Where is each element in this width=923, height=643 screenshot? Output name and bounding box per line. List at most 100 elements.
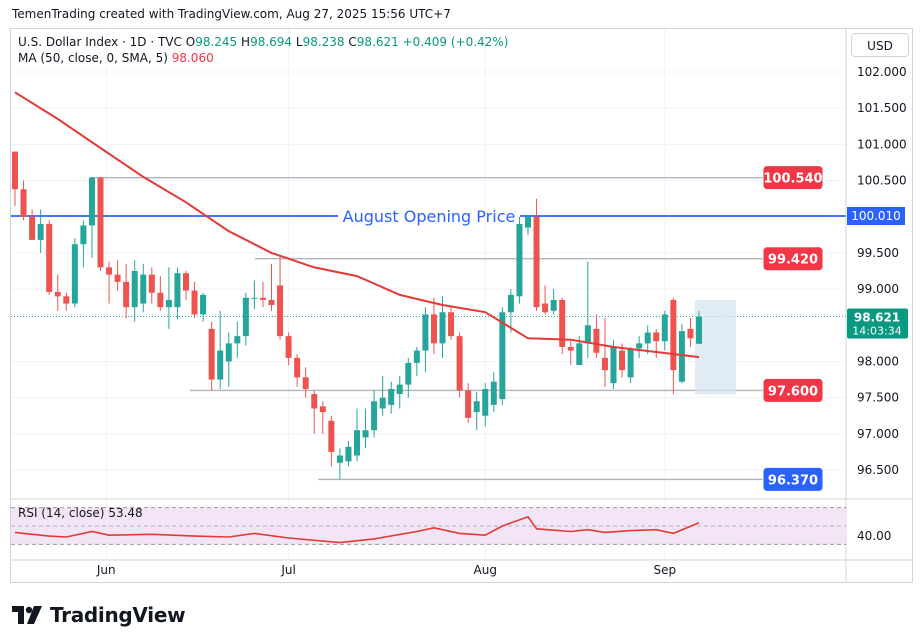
candle bbox=[559, 297, 566, 355]
candle bbox=[311, 390, 318, 434]
candle-body bbox=[584, 325, 591, 344]
candle-body bbox=[242, 297, 249, 337]
candle bbox=[225, 332, 232, 387]
low-label: L bbox=[295, 35, 303, 49]
candle-body bbox=[678, 331, 685, 382]
time-tick-label: Jul bbox=[280, 563, 295, 577]
candle-body bbox=[653, 332, 660, 342]
candle-body bbox=[661, 314, 668, 342]
price-tick-label: 96.500 bbox=[857, 463, 899, 477]
candle bbox=[636, 336, 643, 358]
candle-body bbox=[294, 357, 301, 378]
level-box-label: 97.600 bbox=[768, 384, 818, 399]
candle-body bbox=[277, 285, 284, 337]
price-tick-label: 97.000 bbox=[857, 427, 899, 441]
price-tick-label: 101.000 bbox=[857, 137, 907, 151]
close-label: C bbox=[348, 35, 357, 49]
candle-body bbox=[29, 216, 36, 240]
candle-body bbox=[619, 350, 626, 371]
level-box-bg bbox=[762, 466, 824, 492]
candle-body bbox=[114, 274, 121, 282]
countdown-label: 14:03:34 bbox=[852, 325, 901, 338]
open-label: O bbox=[185, 35, 196, 49]
candle-body bbox=[593, 328, 600, 353]
consolidation-box bbox=[695, 299, 736, 395]
candle-body bbox=[285, 336, 292, 358]
candle bbox=[123, 263, 130, 319]
candle bbox=[251, 280, 258, 310]
candle-body bbox=[174, 273, 181, 308]
close-value: 98.621 bbox=[356, 35, 399, 49]
candle bbox=[379, 375, 386, 416]
candle-body bbox=[217, 350, 224, 380]
candle-body bbox=[148, 274, 155, 293]
candle-body bbox=[482, 388, 489, 416]
last-price-tag-bg bbox=[847, 308, 908, 339]
currency-button[interactable]: USD bbox=[851, 33, 909, 57]
candle-body bbox=[191, 290, 198, 315]
tradingview-logo-icon bbox=[12, 606, 42, 624]
candle bbox=[80, 220, 87, 268]
candle-body bbox=[371, 401, 378, 431]
candle-body bbox=[20, 189, 27, 217]
level-box-label: 100.540 bbox=[763, 172, 822, 187]
candle bbox=[525, 214, 531, 235]
candle bbox=[593, 314, 600, 358]
candle bbox=[20, 180, 27, 221]
candle-body bbox=[131, 271, 138, 308]
time-tick-label: Aug bbox=[474, 563, 497, 577]
candle bbox=[131, 260, 138, 322]
candle bbox=[97, 176, 104, 271]
rsi-axis-label: 40.00 bbox=[857, 529, 891, 543]
last-price-tag-label: 98.621 bbox=[854, 311, 900, 325]
candle-body bbox=[516, 223, 523, 297]
candle bbox=[533, 198, 540, 311]
candle-body bbox=[670, 299, 677, 371]
candle bbox=[183, 271, 189, 300]
candle-body bbox=[71, 244, 78, 304]
candle bbox=[473, 391, 480, 431]
candle bbox=[114, 260, 121, 291]
ma-label: MA (50, close, 0, SMA, 5) bbox=[18, 51, 168, 65]
candle bbox=[507, 289, 514, 333]
candle-body bbox=[140, 274, 147, 304]
candle-body bbox=[251, 297, 258, 299]
candle bbox=[37, 209, 44, 253]
candle bbox=[670, 297, 677, 395]
candle-body bbox=[183, 273, 189, 291]
high-label: H bbox=[241, 35, 251, 49]
candle bbox=[259, 281, 266, 308]
rsi-label: RSI (14, close) bbox=[18, 506, 105, 520]
candle-body bbox=[687, 328, 694, 339]
candle bbox=[140, 263, 147, 313]
candle bbox=[302, 367, 309, 398]
candle bbox=[319, 401, 326, 434]
symbol-label: U.S. Dollar Index · 1D · TVC bbox=[18, 35, 182, 49]
candle-body bbox=[54, 291, 61, 297]
candle-body bbox=[550, 299, 557, 311]
candle bbox=[277, 256, 284, 340]
candle-body bbox=[225, 343, 232, 362]
candle-body bbox=[268, 299, 275, 306]
candle bbox=[157, 276, 164, 311]
candle-body bbox=[490, 381, 497, 405]
candle-body bbox=[157, 292, 164, 308]
change-value: +0.409 (+0.42%) bbox=[402, 35, 509, 49]
level-box: 99.420 bbox=[762, 246, 824, 272]
price-tick-label: 101.500 bbox=[857, 101, 907, 115]
price-tick-label: 102.000 bbox=[857, 65, 907, 79]
candle-body bbox=[302, 377, 309, 389]
rsi-line bbox=[14, 515, 700, 544]
candle-body bbox=[345, 446, 352, 462]
tradingview-brand[interactable]: TradingView bbox=[12, 602, 186, 628]
candle-body bbox=[388, 388, 395, 405]
candle-body bbox=[379, 397, 386, 409]
ma-line bbox=[14, 91, 700, 359]
low-value: 98.238 bbox=[302, 35, 345, 49]
time-tick-label: Sep bbox=[653, 563, 676, 577]
rsi-legend: RSI (14, close) 53.48 bbox=[18, 506, 143, 520]
rsi-value: 53.48 bbox=[108, 506, 143, 520]
candle bbox=[448, 307, 455, 340]
